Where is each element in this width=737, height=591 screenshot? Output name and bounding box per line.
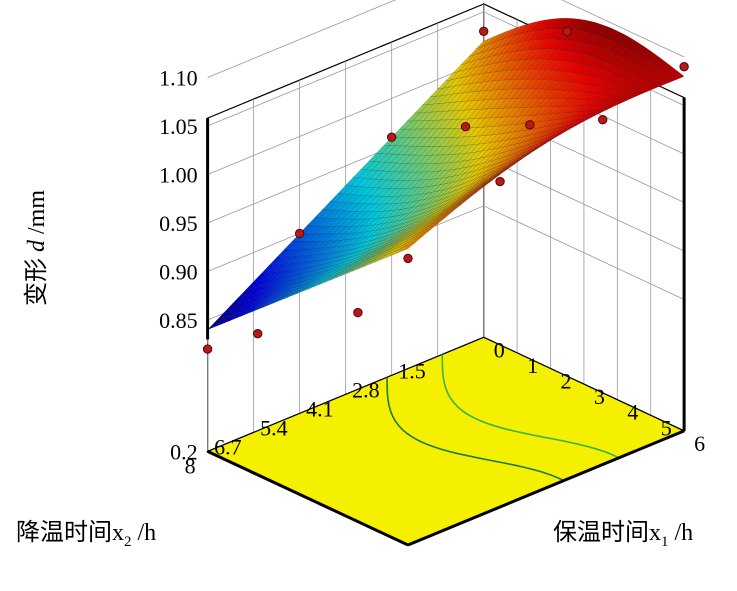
z-tick-label: 0.95 [159,211,198,236]
axis-ticks: 1.10 1.05 1.00 0.95 0.90 0.85 0.2 1.5 2.8 4.1 5.4 6… [159,66,705,479]
x-axis-line [407,429,685,547]
floor-contour-line [441,354,620,459]
x-tick-label: 6 [694,431,705,456]
design-point [598,115,608,125]
x-tick-label: 1 [527,353,538,378]
design-point [479,26,489,36]
y-axis-title: 降温时间x2 /h [16,519,156,550]
design-point [525,120,535,130]
axis-frame [206,97,686,547]
response-surface [207,18,685,330]
y-axis-line [206,450,409,547]
design-point [353,307,363,318]
design-point [294,228,305,239]
z-gridline [207,0,685,78]
design-point [679,61,689,72]
y-tick-label: 4.1 [306,396,334,421]
design-point [495,176,505,187]
x-axis-title: 保温时间x1 /h [553,519,693,550]
z-tick-label: 1.00 [159,163,198,188]
design-point [562,26,572,37]
y-tick-label: 1.5 [398,358,426,383]
z-tick-label: 0.90 [159,260,198,285]
z-tick-label: 0.85 [159,308,198,333]
y-tick-label: 5.4 [260,415,288,440]
y-tick-label: 6.7 [214,434,242,459]
surface-cell [402,242,416,252]
x-tick-label: 4 [627,400,638,425]
design-point [202,344,213,354]
design-points [202,26,689,354]
y-tick-label: 8 [185,453,196,478]
x-tick-label: 3 [594,384,605,409]
z-tick-label: 1.10 [159,66,198,91]
x-tick-label: 2 [561,368,572,393]
design-point [253,329,263,339]
floor-contour-line [386,377,565,482]
x-tick-label: 5 [661,415,672,440]
x-tick-label: 0 [494,337,505,362]
design-point [386,132,397,142]
z-tick-label: 1.05 [159,114,198,139]
design-point [403,253,413,264]
z-axis-title: 变形 d /mm [23,190,50,306]
z-floor-label: 0.2 [170,439,198,464]
design-point [460,121,471,132]
y-tick-label: 2.8 [352,377,380,402]
